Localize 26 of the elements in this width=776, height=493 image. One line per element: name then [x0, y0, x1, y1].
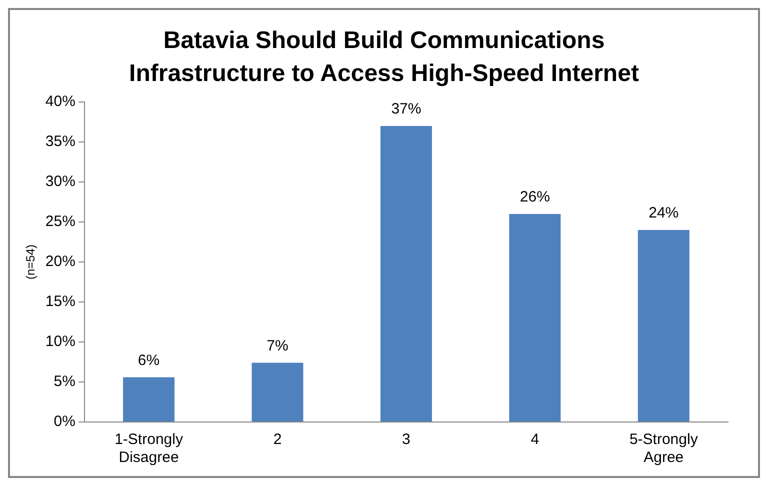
- x-tick-label: 4: [530, 431, 540, 448]
- bar: [509, 214, 561, 422]
- data-label: 24%: [648, 204, 679, 222]
- x-tick-label: 1-Strongly Disagree: [114, 431, 184, 466]
- y-tick-label: 15%: [45, 293, 76, 310]
- x-tick-label: 3: [402, 431, 410, 448]
- x-tick-label: 5-Strongly Agree: [629, 431, 698, 466]
- y-tick-label: 0%: [54, 413, 76, 430]
- y-tick-label: 10%: [45, 333, 76, 350]
- y-tick-label: 25%: [45, 213, 76, 230]
- y-tick-label: 20%: [45, 253, 76, 270]
- data-label: 26%: [520, 188, 550, 206]
- bar: [252, 362, 304, 422]
- x-tick-label: 2: [273, 431, 282, 448]
- y-tick-label: 5%: [54, 373, 76, 390]
- bar: [638, 230, 690, 422]
- data-label: 7%: [266, 337, 288, 354]
- y-tick-label: 30%: [45, 173, 76, 190]
- data-label: 37%: [391, 100, 422, 118]
- data-label: 6%: [138, 352, 160, 369]
- bar: [380, 126, 432, 422]
- bar: [123, 377, 175, 422]
- y-tick-label: 40%: [45, 93, 76, 110]
- y-tick-label: 35%: [45, 133, 76, 150]
- chart-title: Batavia Should Build Communications Infrastructure to Access High-Speed Internet: [128, 26, 640, 89]
- y-axis-title: (n=54): [24, 244, 38, 280]
